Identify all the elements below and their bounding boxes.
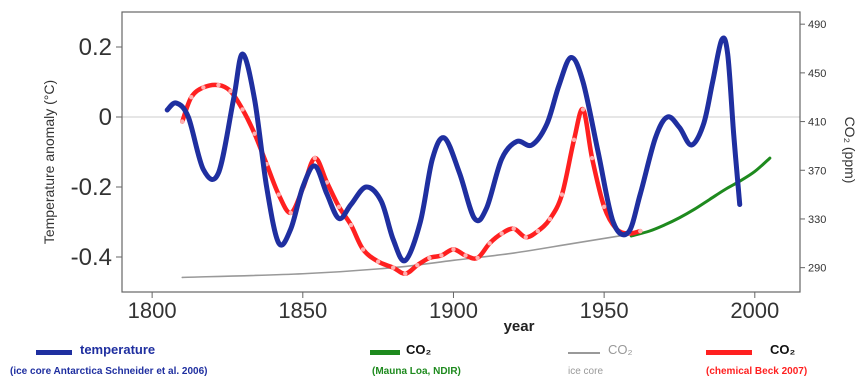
x-tick-label: 1950 <box>580 298 629 323</box>
series-point-co2-beck <box>240 107 245 112</box>
series-point-co2-beck <box>638 228 643 234</box>
chart-figure: 0.2 0 -0.2 -0.4 290 330 370 410 450 490 1800 1850 19… <box>41 11 858 335</box>
series-point-co2-beck <box>288 210 293 216</box>
series-point-co2-beck <box>180 119 185 124</box>
legend-source-co2-ice-core: ice core <box>568 366 604 377</box>
series-line-temperature <box>164 35 743 264</box>
series-point-co2-beck <box>375 259 381 264</box>
series-point-co2-beck <box>463 253 468 258</box>
x-tick-label: 1900 <box>429 298 478 323</box>
legend-label-co2-ice-core: CO₂ <box>608 342 633 357</box>
series-point-co2-beck <box>189 95 194 100</box>
legend-item-temperature: temperature (ice core Antarctica Schneid… <box>0 342 210 382</box>
x-tick-label: 2000 <box>730 298 779 323</box>
series-point-co2-beck <box>216 82 221 88</box>
legend-swatch-co2-beck <box>706 350 752 355</box>
axes-layer: 0.2 0 -0.2 -0.4 290 330 370 410 450 490 1800 1850 19… <box>71 11 826 323</box>
series-point-co2-beck <box>523 235 528 240</box>
series-point-co2-beck <box>487 241 492 246</box>
series-point-co2-beck <box>559 192 565 197</box>
series-point-co2-beck <box>475 255 480 261</box>
series-point-co2-beck <box>571 137 577 143</box>
x-tick-label: 1850 <box>278 298 327 323</box>
series-point-co2-beck <box>499 231 504 236</box>
legend-swatch-co2-ice-core <box>568 352 600 354</box>
series-point-co2-beck <box>547 216 553 222</box>
legend-source-co2-beck: (chemical Beck 2007) <box>706 366 808 377</box>
y2-tick-label: 490 <box>808 19 826 31</box>
legend-item-co2-mauna-loa: CO₂ (Mauna Loa, NDIR) <box>370 342 520 382</box>
series-point-co2-beck <box>312 155 318 161</box>
series-point-co2-beck <box>228 88 233 94</box>
series-point-co2-beck <box>451 247 456 252</box>
series-point-co2-beck <box>535 228 541 234</box>
x-tick-label: 1800 <box>128 298 177 323</box>
series-line-co2-ice-core <box>181 232 636 279</box>
legend-item-co2-beck: CO₂ (chemical Beck 2007) <box>706 342 866 382</box>
y-tick-label: -0.4 <box>71 244 112 271</box>
legend-label-co2-mauna-loa: CO₂ <box>406 342 432 357</box>
series-point-co2-beck <box>391 265 396 270</box>
series-point-co2-beck <box>336 204 342 209</box>
legend-source-co2-mauna-loa: (Mauna Loa, NDIR) <box>372 366 461 377</box>
series-point-co2-beck <box>403 271 408 276</box>
y2-axis-title: CO₂ (ppm) <box>842 117 858 184</box>
y2-tick-label: 330 <box>808 214 826 226</box>
legend-label-co2-beck: CO₂ <box>770 342 796 357</box>
y2-tick-label: 450 <box>808 68 826 80</box>
series-point-co2-beck <box>201 85 206 90</box>
x-axis-title: year <box>504 318 535 335</box>
series-point-co2-beck <box>427 255 432 261</box>
series-point-co2-beck <box>511 226 516 231</box>
series-point-co2-beck <box>415 263 420 268</box>
series-line-co2-mauna-loa <box>629 156 772 238</box>
series-point-co2-beck <box>348 222 354 228</box>
y-tick-label: 0 <box>99 104 112 131</box>
legend-source-temperature: (ice core Antarctica Schneider et al. 20… <box>10 366 208 377</box>
series-point-co2-beck <box>601 204 607 209</box>
y2-tick-label: 370 <box>808 165 826 177</box>
y-tick-label: -0.2 <box>71 174 112 201</box>
legend-label-temperature: temperature <box>80 342 156 357</box>
series-point-co2-beck <box>324 180 330 185</box>
y2-tick-label: 410 <box>808 117 826 129</box>
series-point-co2-beck <box>589 155 595 161</box>
series-point-co2-beck <box>252 131 257 136</box>
series-point-co2-beck <box>360 247 366 252</box>
legend-swatch-temperature <box>36 350 72 355</box>
y-tick-label: 0.2 <box>79 34 112 61</box>
series-point-co2-beck <box>276 192 281 197</box>
series-layer <box>164 35 772 279</box>
plot-frame <box>121 11 801 293</box>
y-axis-title: Temperature anomaly (°C) <box>41 80 57 244</box>
series-point-co2-beck <box>580 107 586 112</box>
y2-tick-label: 290 <box>808 263 826 275</box>
legend-item-co2-ice-core: CO₂ ice core <box>568 342 678 382</box>
series-point-co2-beck <box>439 253 444 258</box>
legend-swatch-co2-mauna-loa <box>370 350 400 355</box>
